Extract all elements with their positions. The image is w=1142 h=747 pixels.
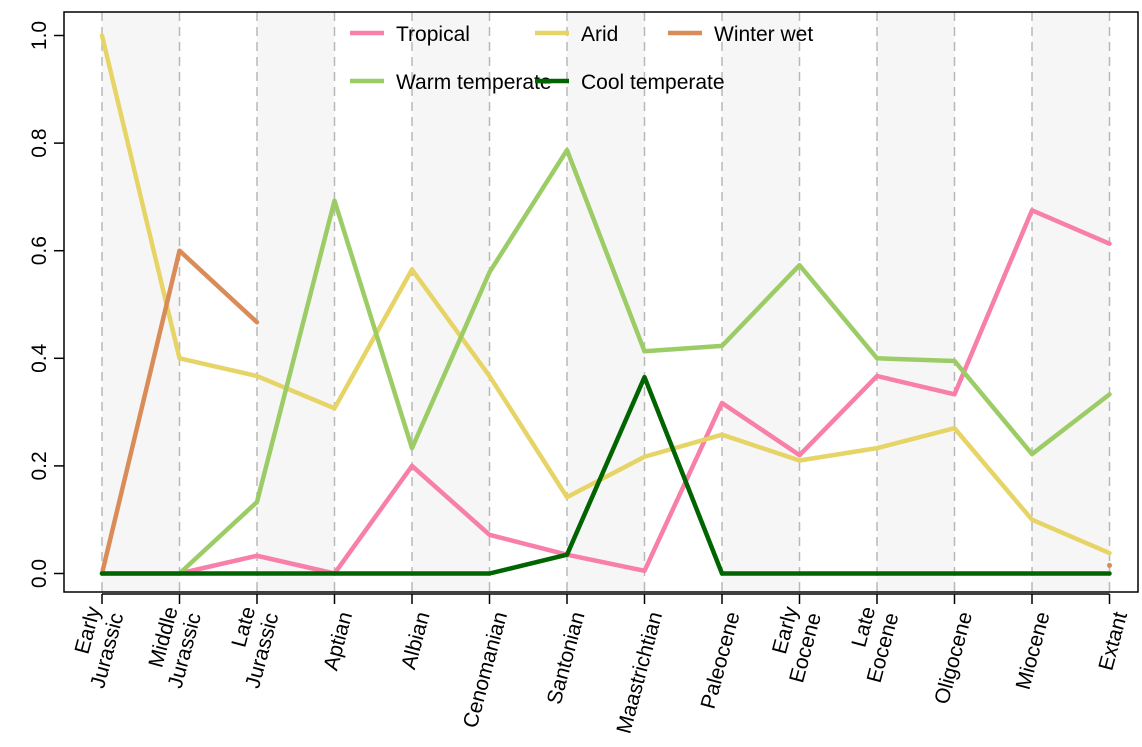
x-tick-label: LateEocene [840, 604, 904, 685]
x-tick-label: Santonian [543, 609, 590, 706]
series-point [1107, 562, 1112, 568]
y-tick-label: 1.0 [28, 21, 51, 50]
legend-label: Cool temperate [581, 71, 725, 94]
x-tick-label: Extant [1094, 609, 1132, 673]
legend-item-tropical: Tropical [350, 23, 470, 46]
band-6 [567, 12, 645, 592]
legend-item-winter-wet: Winter wet [668, 23, 813, 46]
series-line [99, 374, 1112, 576]
x-tick-label: Oligocene [930, 609, 977, 706]
x-tick-label: MiddleJurassic [141, 604, 206, 691]
vertical-gridlines [101, 12, 1111, 592]
series-warm-temperate [177, 147, 1112, 576]
y-tick-label: 0.0 [28, 559, 51, 588]
y-tick-label: 0.2 [28, 451, 51, 480]
legend-item-cool-temperate: Cool temperate [535, 71, 725, 94]
series-line [99, 33, 1112, 556]
series-arid [99, 33, 1112, 556]
band-12 [1032, 12, 1110, 592]
y-tick-label: 0.4 [28, 343, 51, 373]
x-tick-label: EarlyEocene [762, 604, 826, 685]
x-tick-label: LateJurassic [218, 604, 283, 691]
band-10 [877, 12, 955, 592]
x-tick-label: Maastrichtian [613, 609, 668, 736]
x-tick-label: Paleocene [697, 609, 745, 711]
series-winter-wet [99, 248, 1112, 576]
x-tick-label: Cenomanian [459, 609, 512, 730]
x-tick-label: Albian [397, 609, 434, 671]
x-axis: EarlyJurassic MiddleJurassic LateJurassic A… [63, 593, 1132, 736]
plot-frame [63, 11, 1139, 593]
legend: Tropical Arid Winter wet Warm temperate Cool… [350, 23, 813, 94]
series-cool-temperate [99, 374, 1112, 576]
y-tick-label: 0.6 [28, 236, 51, 265]
series-line [177, 147, 1112, 576]
band-8 [722, 12, 800, 592]
x-tick-label: EarlyJurassic [63, 604, 128, 691]
legend-item-arid: Arid [535, 23, 618, 46]
legend-label: Winter wet [714, 23, 813, 46]
series-layer [99, 33, 1112, 576]
legend-item-warm-temperate: Warm temperate [350, 71, 552, 94]
x-tick-label: Miocene [1012, 609, 1055, 692]
series-line [99, 248, 260, 576]
band-2 [257, 12, 335, 592]
series-line [99, 208, 1112, 576]
y-axis: 0.0 0.2 0.4 0.6 0.8 1.0 [28, 21, 64, 588]
legend-label: Tropical [396, 23, 470, 46]
y-tick-label: 0.8 [28, 128, 51, 157]
legend-label: Arid [581, 23, 618, 46]
background-bands [102, 12, 1110, 592]
x-tick-label: Aptian [319, 609, 357, 672]
series-tropical [99, 208, 1112, 576]
legend-label: Warm temperate [396, 71, 552, 94]
